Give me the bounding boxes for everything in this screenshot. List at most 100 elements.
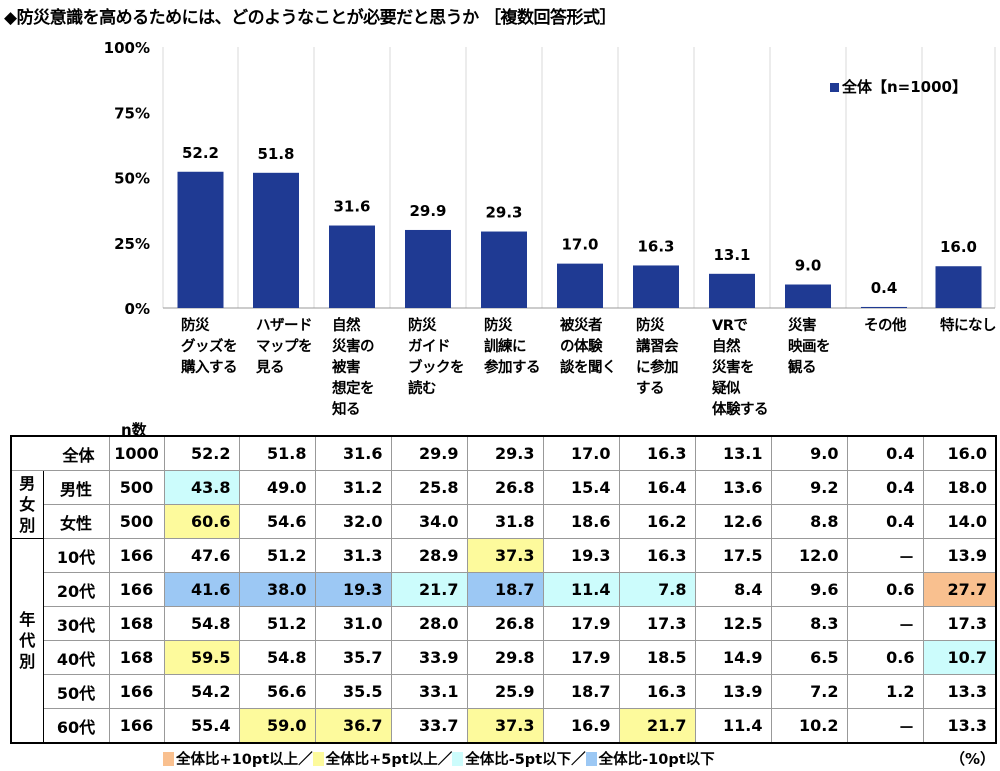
legend-swatch-p10 — [163, 752, 174, 766]
table-cell: － — [846, 606, 924, 641]
table-cell: － — [846, 538, 924, 573]
category-label-line: 防災 — [181, 318, 210, 334]
category-label-line: 観る — [788, 360, 817, 376]
n-header: n数 — [121, 421, 147, 439]
table-cell: 18.5 — [618, 640, 696, 675]
table-cell: 29.3 — [466, 435, 544, 471]
table-cell: 33.7 — [390, 708, 468, 744]
data-label: 51.8 — [257, 145, 294, 163]
category-label-line: 自然 — [712, 339, 741, 355]
table-cell: 54.8 — [163, 606, 240, 641]
table-cell: 55.4 — [163, 708, 240, 744]
table-cell: 56.6 — [238, 674, 316, 709]
table-cell: 31.0 — [314, 606, 392, 641]
data-label: 29.3 — [485, 204, 522, 222]
table-cell: 41.6 — [163, 572, 240, 607]
table-cell: 10.7 — [922, 640, 997, 675]
highlight-legend-label: 全体比-10pt以下 — [598, 752, 715, 768]
table-cell: 0.4 — [846, 470, 924, 505]
legend-swatch — [830, 83, 839, 92]
table-cell: 59.0 — [238, 708, 316, 744]
table-cell: 17.0 — [542, 435, 620, 471]
table-cell: 18.0 — [922, 470, 997, 505]
group-label-char: 年 — [19, 610, 36, 629]
category-label-line: 訓練に — [484, 339, 527, 355]
table-cell: 29.9 — [390, 435, 468, 471]
data-label: 16.3 — [637, 237, 674, 255]
table-cell: 26.8 — [466, 470, 544, 505]
category-label: VRで 自然 災害を 疑似 体験する — [712, 316, 769, 421]
table-cell: 13.9 — [694, 674, 772, 709]
legend-swatch-m10 — [585, 752, 597, 766]
row-n: 1000 — [108, 435, 165, 471]
group-label-char: 別 — [19, 516, 36, 535]
row-n: 166 — [108, 674, 165, 709]
table-cell: 14.0 — [922, 504, 997, 539]
category-label: ハザード マップを 見る — [256, 316, 313, 379]
table-cell: 12.6 — [694, 504, 772, 539]
bar — [405, 229, 451, 308]
table-cell: － — [846, 708, 924, 744]
category-label: 防災 グッズを 購入する — [181, 316, 238, 379]
table-cell: 13.3 — [922, 708, 997, 744]
table-row: 50代 166 54.2 56.6 35.5 33.1 25.9 18.7 16.3 13.9 7.… — [11, 674, 997, 709]
unit-label: （%） — [950, 750, 996, 768]
row-label: 女性 — [42, 504, 110, 539]
table-cell: 31.2 — [314, 470, 392, 505]
category-label-line: その他 — [864, 318, 907, 334]
row-n: 166 — [108, 708, 165, 744]
table-cell: 16.9 — [542, 708, 620, 744]
table-cell: 7.2 — [770, 674, 848, 709]
table-cell: 16.3 — [618, 538, 696, 573]
table-cell: 43.8 — [163, 470, 240, 505]
table-cell: 9.2 — [770, 470, 848, 505]
category-label-line: ブックを — [408, 360, 465, 376]
category-label-line: 講習会 — [636, 339, 679, 355]
table-cell: 14.9 — [694, 640, 772, 675]
bar — [709, 273, 755, 308]
row-label: 50代 — [42, 674, 110, 709]
group-label-char: 女 — [19, 495, 36, 514]
table-cell: 49.0 — [238, 470, 316, 505]
group-label: 年代別 — [10, 538, 44, 744]
table-row: 30代 168 54.8 51.2 31.0 28.0 26.8 17.9 17.3 12.5 8.… — [11, 606, 997, 641]
table-cell: 38.0 — [238, 572, 316, 607]
table-cell: 13.9 — [922, 538, 997, 573]
y-tick-label: 100% — [104, 39, 150, 57]
category-label-line: 特になし — [940, 318, 997, 334]
data-label: 52.2 — [182, 144, 219, 162]
bar — [785, 284, 831, 308]
category-label-line: 知る — [332, 402, 361, 418]
group-label-char: 代 — [19, 631, 36, 650]
highlight-legend-label: 全体比+10pt以上／ — [176, 752, 313, 768]
table-cell: 52.2 — [163, 435, 240, 471]
highlight-legend: 全体比+10pt以上／ 全体比+5pt以上／ 全体比-5pt以下／ 全体比-10pt以… — [163, 748, 715, 769]
table-row: 年代別 10代 166 47.6 51.2 31.3 28.9 37.3 19.3 16.3 17.… — [10, 538, 997, 744]
category-label-line: 読む — [408, 381, 437, 397]
row-n: 166 — [108, 572, 165, 607]
bar — [329, 225, 375, 308]
highlight-legend-label: 全体比-5pt以下／ — [465, 752, 586, 768]
table-cell: 9.0 — [770, 435, 848, 471]
category-label-line: する — [636, 381, 665, 397]
category-label-line: に参加 — [636, 360, 679, 376]
table-cell: 54.6 — [238, 504, 316, 539]
category-label: 防災 ガイド ブックを 読む — [408, 316, 465, 400]
category-label-line: 災害の — [332, 339, 375, 355]
row-label: 全体 — [10, 435, 110, 471]
data-label: 9.0 — [795, 257, 822, 275]
table-row: 男女別男性 500 43.8 49.0 31.2 25.8 26.8 15.4 16.4 13.6… — [10, 470, 997, 539]
table-cell: 18.7 — [466, 572, 544, 607]
data-label: 16.0 — [940, 238, 977, 256]
table-cell: 21.7 — [618, 708, 696, 744]
table-cell: 10.2 — [770, 708, 848, 744]
table-cell: 33.9 — [390, 640, 468, 675]
category-label-line: 被災者 — [560, 318, 603, 334]
y-tick-label: 0% — [125, 300, 150, 318]
bar — [557, 263, 603, 308]
table-cell: 37.3 — [466, 708, 544, 744]
table-cell: 36.7 — [314, 708, 392, 744]
y-tick-label: 50% — [114, 170, 150, 188]
table-cell: 26.8 — [466, 606, 544, 641]
